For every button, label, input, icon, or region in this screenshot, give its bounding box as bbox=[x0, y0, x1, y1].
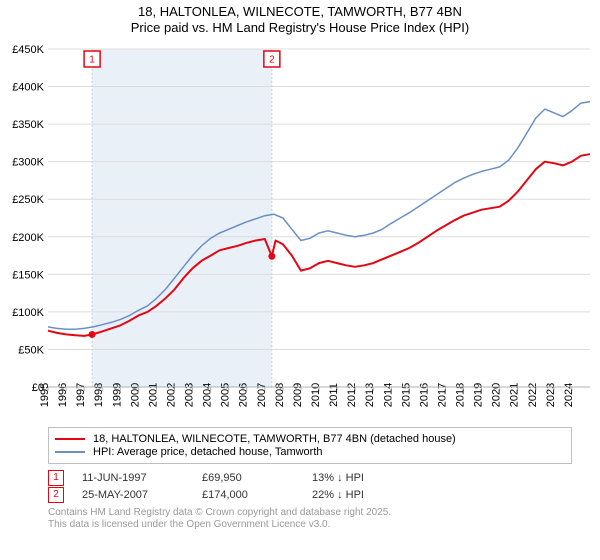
svg-text:2009: 2009 bbox=[292, 382, 304, 406]
svg-text:2007: 2007 bbox=[256, 382, 268, 406]
svg-text:£100K: £100K bbox=[12, 306, 44, 318]
svg-text:2004: 2004 bbox=[202, 382, 214, 406]
svg-text:£150K: £150K bbox=[12, 269, 44, 281]
svg-text:£300K: £300K bbox=[12, 156, 44, 168]
svg-text:2022: 2022 bbox=[527, 382, 539, 406]
legend-label: 18, HALTONLEA, WILNECOTE, TAMWORTH, B77 … bbox=[93, 433, 456, 445]
svg-text:2016: 2016 bbox=[418, 382, 430, 406]
title-line-1: 18, HALTONLEA, WILNECOTE, TAMWORTH, B77 … bbox=[0, 4, 600, 20]
svg-text:1999: 1999 bbox=[111, 382, 123, 406]
svg-text:2014: 2014 bbox=[382, 382, 394, 406]
legend-swatch bbox=[55, 451, 85, 453]
svg-text:2013: 2013 bbox=[364, 382, 376, 406]
chart-area: £0£50K£100K£150K£200K£250K£300K£350K£400… bbox=[0, 43, 600, 423]
sale-price: £69,950 bbox=[202, 472, 312, 484]
svg-text:2010: 2010 bbox=[310, 382, 322, 406]
svg-text:£450K: £450K bbox=[12, 44, 44, 56]
legend-item: HPI: Average price, detached house, Tamw… bbox=[55, 446, 565, 458]
sale-marker-badge: 2 bbox=[48, 487, 64, 503]
table-row: 1 11-JUN-1997 £69,950 13% ↓ HPI bbox=[48, 470, 572, 486]
svg-text:£200K: £200K bbox=[12, 231, 44, 243]
svg-text:2021: 2021 bbox=[509, 382, 521, 406]
svg-text:2024: 2024 bbox=[563, 382, 575, 406]
svg-text:2003: 2003 bbox=[184, 382, 196, 406]
svg-text:2015: 2015 bbox=[400, 382, 412, 406]
svg-text:2002: 2002 bbox=[165, 382, 177, 406]
sale-price: £174,000 bbox=[202, 489, 312, 501]
svg-text:2001: 2001 bbox=[147, 382, 159, 406]
title-line-2: Price paid vs. HM Land Registry's House … bbox=[0, 20, 600, 36]
svg-text:£400K: £400K bbox=[12, 81, 44, 93]
footer-line: This data is licensed under the Open Gov… bbox=[48, 519, 572, 532]
svg-text:1995: 1995 bbox=[39, 382, 51, 406]
legend: 18, HALTONLEA, WILNECOTE, TAMWORTH, B77 … bbox=[48, 427, 572, 464]
svg-text:1: 1 bbox=[89, 54, 95, 65]
svg-text:2008: 2008 bbox=[274, 382, 286, 406]
copyright-footer: Contains HM Land Registry data © Crown c… bbox=[48, 507, 572, 532]
svg-text:2: 2 bbox=[269, 54, 275, 65]
sale-hpi-diff: 13% ↓ HPI bbox=[312, 472, 452, 484]
footer-line: Contains HM Land Registry data © Crown c… bbox=[48, 507, 572, 520]
legend-item: 18, HALTONLEA, WILNECOTE, TAMWORTH, B77 … bbox=[55, 433, 565, 445]
sale-date: 11-JUN-1997 bbox=[82, 472, 202, 484]
line-chart-svg: £0£50K£100K£150K£200K£250K£300K£350K£400… bbox=[0, 43, 600, 423]
svg-text:2023: 2023 bbox=[545, 382, 557, 406]
table-row: 2 25-MAY-2007 £174,000 22% ↓ HPI bbox=[48, 487, 572, 503]
svg-text:2005: 2005 bbox=[220, 382, 232, 406]
svg-text:£350K: £350K bbox=[12, 119, 44, 131]
svg-text:£50K: £50K bbox=[18, 344, 44, 356]
sale-hpi-diff: 22% ↓ HPI bbox=[312, 489, 452, 501]
svg-text:2000: 2000 bbox=[129, 382, 141, 406]
chart-title-block: 18, HALTONLEA, WILNECOTE, TAMWORTH, B77 … bbox=[0, 0, 600, 43]
svg-text:2012: 2012 bbox=[346, 382, 358, 406]
legend-swatch bbox=[55, 438, 85, 440]
svg-text:2017: 2017 bbox=[436, 382, 448, 406]
sale-marker-badge: 1 bbox=[48, 470, 64, 486]
svg-text:1998: 1998 bbox=[93, 382, 105, 406]
svg-text:2019: 2019 bbox=[473, 382, 485, 406]
svg-text:1997: 1997 bbox=[75, 382, 87, 406]
svg-text:2020: 2020 bbox=[491, 382, 503, 406]
svg-text:2006: 2006 bbox=[238, 382, 250, 406]
svg-text:2018: 2018 bbox=[455, 382, 467, 406]
legend-label: HPI: Average price, detached house, Tamw… bbox=[93, 446, 323, 458]
svg-text:£250K: £250K bbox=[12, 194, 44, 206]
sale-date: 25-MAY-2007 bbox=[82, 489, 202, 501]
svg-text:1996: 1996 bbox=[57, 382, 69, 406]
sales-table: 1 11-JUN-1997 £69,950 13% ↓ HPI 2 25-MAY… bbox=[48, 470, 572, 503]
